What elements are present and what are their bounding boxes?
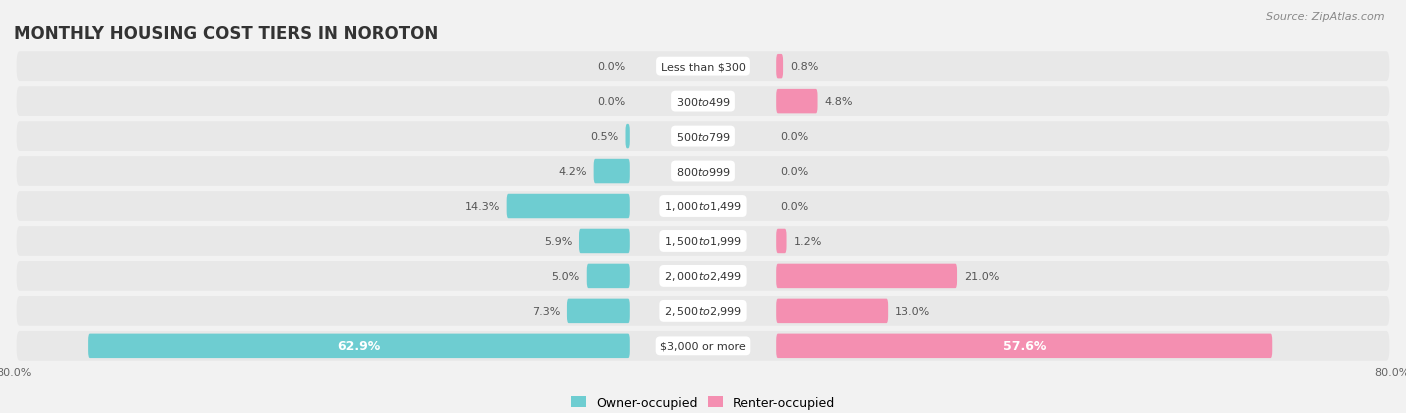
FancyBboxPatch shape — [17, 192, 1389, 221]
FancyBboxPatch shape — [567, 299, 630, 323]
Text: Source: ZipAtlas.com: Source: ZipAtlas.com — [1267, 12, 1385, 22]
FancyBboxPatch shape — [776, 55, 783, 79]
FancyBboxPatch shape — [17, 157, 1389, 186]
FancyBboxPatch shape — [17, 261, 1389, 291]
Text: 4.2%: 4.2% — [558, 166, 586, 177]
Text: $2,500 to $2,999: $2,500 to $2,999 — [664, 305, 742, 318]
FancyBboxPatch shape — [776, 264, 957, 288]
Text: 0.8%: 0.8% — [790, 62, 818, 72]
Text: $2,000 to $2,499: $2,000 to $2,499 — [664, 270, 742, 283]
Text: $1,000 to $1,499: $1,000 to $1,499 — [664, 200, 742, 213]
Text: 1.2%: 1.2% — [793, 236, 821, 247]
FancyBboxPatch shape — [17, 331, 1389, 361]
FancyBboxPatch shape — [593, 159, 630, 184]
FancyBboxPatch shape — [17, 122, 1389, 152]
FancyBboxPatch shape — [17, 227, 1389, 256]
FancyBboxPatch shape — [17, 52, 1389, 82]
FancyBboxPatch shape — [506, 194, 630, 219]
FancyBboxPatch shape — [776, 334, 1272, 358]
FancyBboxPatch shape — [89, 334, 630, 358]
Text: $3,000 or more: $3,000 or more — [661, 341, 745, 351]
Text: 5.9%: 5.9% — [544, 236, 572, 247]
Text: 7.3%: 7.3% — [531, 306, 560, 316]
FancyBboxPatch shape — [776, 299, 889, 323]
FancyBboxPatch shape — [579, 229, 630, 254]
Text: 0.0%: 0.0% — [780, 132, 808, 142]
Text: 0.5%: 0.5% — [591, 132, 619, 142]
Text: 0.0%: 0.0% — [780, 166, 808, 177]
Text: 0.0%: 0.0% — [598, 97, 626, 107]
Text: 13.0%: 13.0% — [896, 306, 931, 316]
Text: 0.0%: 0.0% — [780, 202, 808, 211]
Text: 5.0%: 5.0% — [551, 271, 579, 281]
Text: Less than $300: Less than $300 — [661, 62, 745, 72]
FancyBboxPatch shape — [776, 229, 786, 254]
FancyBboxPatch shape — [626, 125, 630, 149]
Text: $800 to $999: $800 to $999 — [675, 166, 731, 178]
Text: $500 to $799: $500 to $799 — [675, 131, 731, 143]
Text: MONTHLY HOUSING COST TIERS IN NOROTON: MONTHLY HOUSING COST TIERS IN NOROTON — [14, 25, 439, 43]
Text: 4.8%: 4.8% — [824, 97, 853, 107]
Text: 0.0%: 0.0% — [598, 62, 626, 72]
Text: $300 to $499: $300 to $499 — [675, 96, 731, 108]
Text: 62.9%: 62.9% — [337, 339, 381, 352]
Legend: Owner-occupied, Renter-occupied: Owner-occupied, Renter-occupied — [567, 391, 839, 413]
FancyBboxPatch shape — [776, 90, 817, 114]
FancyBboxPatch shape — [17, 87, 1389, 117]
Text: 21.0%: 21.0% — [965, 271, 1000, 281]
FancyBboxPatch shape — [17, 296, 1389, 326]
Text: 14.3%: 14.3% — [464, 202, 499, 211]
FancyBboxPatch shape — [586, 264, 630, 288]
Text: 57.6%: 57.6% — [1002, 339, 1046, 352]
Text: $1,500 to $1,999: $1,500 to $1,999 — [664, 235, 742, 248]
